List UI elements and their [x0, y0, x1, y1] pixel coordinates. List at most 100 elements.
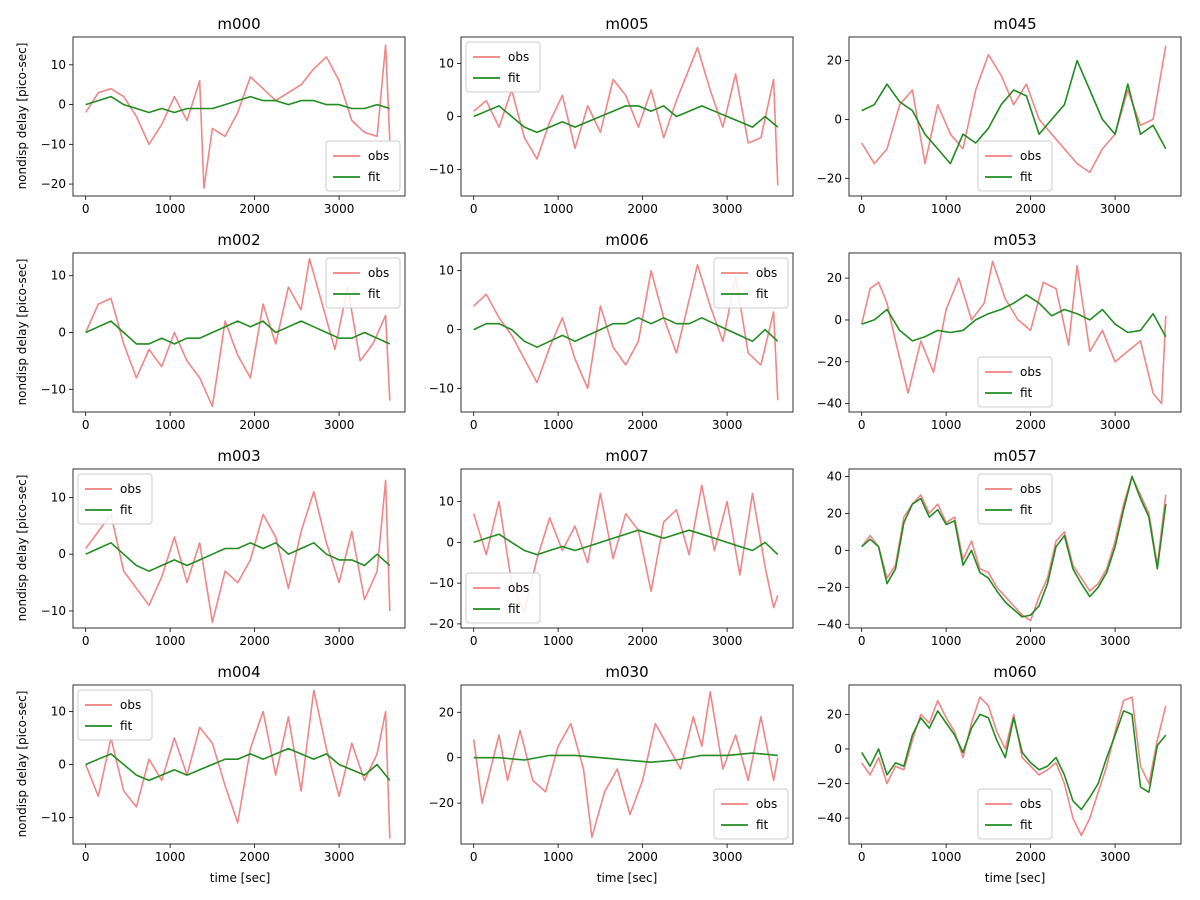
y-tick-label: 0	[834, 543, 842, 557]
y-tick-label: −20	[429, 617, 454, 631]
legend-label-fit: fit	[1020, 818, 1033, 832]
panel-title: m004	[217, 663, 260, 681]
x-tick-label: 0	[858, 850, 866, 864]
y-tick-label: 10	[51, 58, 66, 72]
axes-frame	[72, 252, 406, 413]
axes-frame	[848, 468, 1182, 629]
legend-label-fit: fit	[508, 602, 521, 616]
y-tick-label: −20	[817, 355, 842, 369]
axes-frame	[460, 684, 794, 845]
legend-box	[977, 356, 1053, 408]
legend: obs fit	[977, 140, 1053, 192]
axes-frame	[72, 468, 406, 629]
panel-title: m002	[217, 231, 260, 249]
series-lines	[861, 45, 1167, 174]
legend: obs fit	[977, 356, 1053, 408]
y-tick-label: −20	[817, 580, 842, 594]
x-tick-label: 0	[470, 418, 478, 432]
panel-m006: m006 0 1000 2000 3000 −10 0 10 obs fit	[429, 231, 794, 432]
x-tick-label: 0	[470, 850, 478, 864]
x-tick-label: 2000	[1015, 202, 1046, 216]
axes-frame	[460, 252, 794, 413]
y-tick-label: 0	[446, 751, 454, 765]
legend-label-fit: fit	[1020, 503, 1033, 517]
legend-label-fit: fit	[120, 719, 133, 733]
legend-label-obs: obs	[1020, 365, 1041, 379]
y-tick-label: 0	[834, 742, 842, 756]
series-obs-line	[84, 689, 391, 839]
panel-m045: m045 0 1000 2000 3000 −20 0 20 obs fit	[817, 15, 1182, 216]
x-tick-label: 1000	[931, 202, 962, 216]
panel-m004: m004 0 1000 2000 3000 −10 0 10 obs fit	[41, 663, 406, 864]
panel-title: m006	[605, 231, 648, 249]
y-tick-label: −20	[817, 777, 842, 791]
y-tick-label: −40	[817, 397, 842, 411]
y-tick-label: 0	[834, 313, 842, 327]
axes-frame	[72, 36, 406, 197]
panel-title: m045	[993, 15, 1036, 33]
y-axis-label-row-1: nondisp delay [pico-sec]	[15, 43, 29, 190]
x-tick-label: 3000	[1100, 202, 1131, 216]
series-fit-line	[473, 752, 778, 764]
x-tick-label: 3000	[324, 634, 355, 648]
series-lines	[861, 696, 1167, 837]
y-tick-label: −10	[429, 163, 454, 177]
x-tick-label: 0	[82, 202, 90, 216]
panel-m003: m003 0 1000 2000 3000 −10 0 10 obs fit	[41, 447, 406, 648]
legend: obs fit	[465, 572, 541, 624]
legend-label-fit: fit	[1020, 386, 1033, 400]
legend-box	[713, 788, 789, 840]
y-tick-label: 20	[827, 54, 842, 68]
series-obs-line	[85, 479, 391, 624]
y-tick-label: −10	[429, 381, 454, 395]
y-tick-label: −10	[41, 811, 66, 825]
x-tick-label: 0	[82, 418, 90, 432]
axes-frame	[848, 684, 1182, 845]
x-axis-label-col-3: time [sec]	[985, 871, 1046, 885]
axes-frame	[460, 468, 794, 629]
x-tick-label: 0	[470, 634, 478, 648]
panel-m060: m060 0 1000 2000 3000 −40 −20 0 20 obs fit	[817, 663, 1182, 864]
axes-frame	[460, 36, 794, 197]
panel-title: m030	[605, 663, 648, 681]
legend: obs fit	[325, 257, 401, 309]
y-tick-label: 10	[51, 269, 66, 283]
x-axis-label-col-2: time [sec]	[597, 871, 658, 885]
x-tick-label: 2000	[1015, 850, 1046, 864]
y-tick-label: 0	[446, 110, 454, 124]
legend-box	[977, 788, 1053, 840]
series-lines	[861, 475, 1167, 622]
series-obs-line	[860, 260, 1167, 405]
series-lines	[860, 260, 1167, 405]
y-tick-label: −10	[429, 576, 454, 590]
legend: obs fit	[325, 140, 401, 192]
legend-label-fit: fit	[508, 71, 521, 85]
legend-label-obs: obs	[120, 698, 141, 712]
legend-label-obs: obs	[1020, 149, 1041, 163]
series-lines	[472, 690, 779, 839]
x-tick-label: 0	[82, 850, 90, 864]
y-tick-label: 10	[51, 705, 66, 719]
x-tick-label: 2000	[1015, 634, 1046, 648]
x-tick-label: 0	[82, 634, 90, 648]
x-tick-label: 1000	[931, 850, 962, 864]
axes-frame	[72, 684, 406, 845]
x-tick-label: 1000	[155, 634, 186, 648]
y-tick-label: 20	[827, 271, 842, 285]
panel-title: m057	[993, 447, 1036, 465]
series-fit-line	[861, 293, 1167, 342]
x-tick-label: 3000	[324, 418, 355, 432]
x-tick-label: 3000	[1100, 418, 1131, 432]
y-tick-label: 0	[446, 535, 454, 549]
legend: obs fit	[977, 473, 1053, 525]
y-tick-label: 10	[439, 495, 454, 509]
y-tick-label: 20	[827, 506, 842, 520]
x-tick-label: 0	[858, 202, 866, 216]
legend-label-obs: obs	[756, 266, 777, 280]
panel-m005: m005 0 1000 2000 3000 −10 0 10 obs fit	[429, 15, 794, 216]
x-tick-label: 2000	[239, 202, 270, 216]
x-tick-label: 2000	[239, 418, 270, 432]
legend: obs fit	[77, 473, 153, 525]
legend: obs fit	[977, 788, 1053, 840]
